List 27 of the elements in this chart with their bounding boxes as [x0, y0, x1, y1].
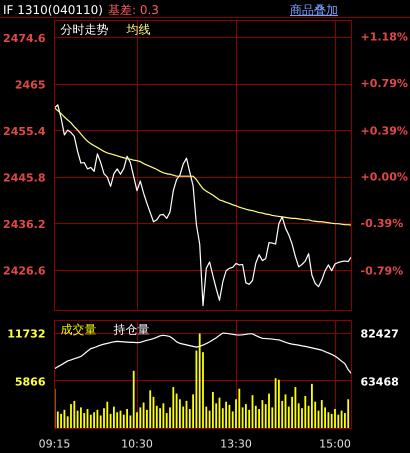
y2-tick-label: +0.79% — [360, 76, 408, 90]
y2-tick-label: 63468 — [360, 375, 399, 388]
text: 分时走势 — [60, 22, 108, 36]
text: 基差: 0.3 — [108, 2, 159, 19]
y2-tick-label: -0.79% — [360, 264, 404, 278]
text: 均线 — [126, 22, 150, 36]
text: 成交量 — [60, 322, 96, 336]
y-tick-label: 2455.4 — [3, 125, 46, 138]
y2-tick-label: 82427 — [360, 328, 399, 341]
y2-tick-label: -0.39% — [360, 216, 404, 230]
y2-tick-label: +0.39% — [360, 124, 408, 138]
text: 商品叠加 — [290, 2, 338, 19]
x-tick-label: 09:15 — [38, 438, 70, 450]
y-tick-label: 2445.8 — [3, 172, 46, 185]
y2-tick-label: +1.18% — [360, 30, 408, 44]
y-tick-label: 2474.6 — [3, 32, 46, 45]
x-tick-label: 13:30 — [220, 438, 252, 450]
y-tick-label: 2426.6 — [3, 264, 46, 278]
y2-tick-label: +0.00% — [360, 170, 408, 184]
x-tick-label: 10:30 — [121, 438, 153, 450]
chart-title: IF 1310(040110) — [3, 2, 103, 19]
y-tick-label: 2465 — [14, 78, 46, 92]
y-tick-label: 2436.2 — [3, 218, 46, 232]
x-tick-label: 15:00 — [319, 438, 351, 450]
y-tick-label: 5866 — [14, 375, 46, 388]
y-tick-label: 11732 — [7, 328, 46, 341]
series-label: 持仓量 — [114, 322, 150, 336]
